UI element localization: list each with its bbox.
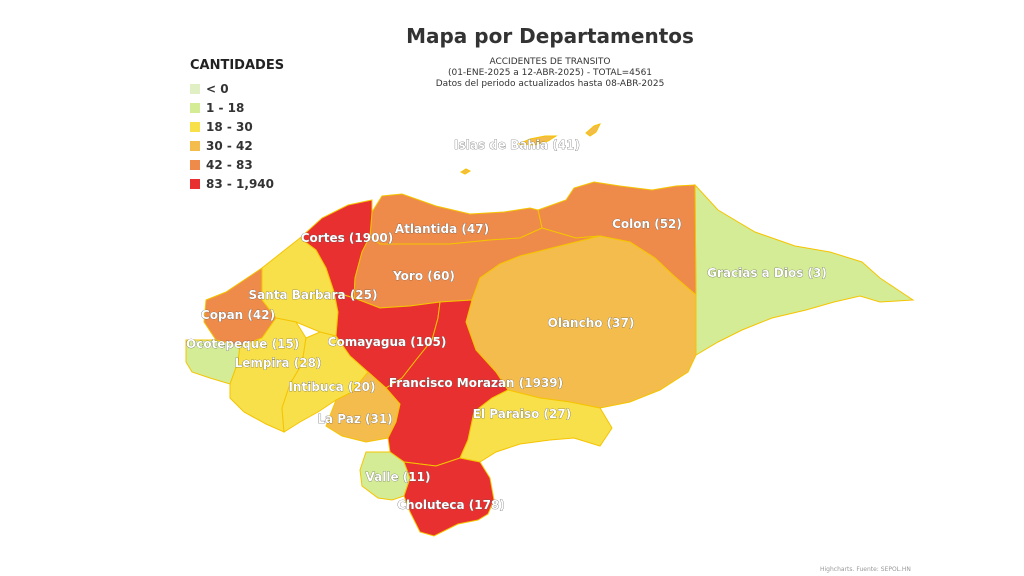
label-choluteca: Choluteca (178) bbox=[397, 498, 505, 512]
label-ocotepeque: Ocotepeque (15) bbox=[186, 337, 299, 351]
legend-swatch bbox=[190, 178, 200, 189]
dept-el-paraiso[interactable] bbox=[459, 389, 613, 463]
legend-swatch bbox=[190, 140, 200, 151]
legend-label: 1 - 18 bbox=[206, 100, 245, 115]
legend-item-83-1940[interactable]: 83 - 1,940 bbox=[190, 174, 284, 193]
legend-label: 18 - 30 bbox=[206, 119, 253, 134]
label-intibuca: Intibuca (20) bbox=[288, 380, 375, 394]
subtitle-line-3: Datos del periodo actualizados hasta 08-… bbox=[435, 79, 665, 89]
legend-label: 42 - 83 bbox=[206, 157, 253, 172]
label-valle: Valle (11) bbox=[366, 470, 431, 484]
map-title: Mapa por Departamentos bbox=[406, 24, 694, 48]
legend-label: < 0 bbox=[206, 81, 229, 96]
legend-item-18-30[interactable]: 18 - 30 bbox=[190, 117, 284, 136]
dept-islas-de-bahia[interactable] bbox=[459, 123, 601, 175]
legend-item-lt0[interactable]: < 0 bbox=[190, 79, 284, 98]
label-olancho: Olancho (37) bbox=[548, 316, 635, 330]
label-santa-barbara: Santa Barbara (25) bbox=[248, 288, 377, 302]
label-francisco-morazan: Francisco Morazan (1939) bbox=[389, 376, 563, 390]
subtitle-line-2: (01-ENE-2025 a 12-ABR-2025) - TOTAL=4561 bbox=[447, 68, 653, 78]
label-la-paz: La Paz (31) bbox=[317, 412, 392, 426]
dept-gracias-a-dios[interactable] bbox=[694, 183, 915, 356]
label-cortes: Cortes (1900) bbox=[301, 231, 394, 245]
label-gracias-a-dios: Gracias a Dios (3) bbox=[707, 266, 827, 280]
legend-swatch bbox=[190, 121, 200, 132]
label-yoro: Yoro (60) bbox=[392, 269, 455, 283]
legend-swatch bbox=[190, 102, 200, 113]
label-copan: Copan (42) bbox=[201, 308, 275, 322]
dept-atlantida[interactable] bbox=[369, 193, 543, 245]
label-atlantida: Atlantida (47) bbox=[395, 222, 489, 236]
label-lempira: Lempira (28) bbox=[235, 356, 322, 370]
dept-valle[interactable] bbox=[359, 451, 411, 501]
legend-swatch bbox=[190, 159, 200, 170]
legend-swatch bbox=[190, 83, 200, 94]
dept-choluteca[interactable] bbox=[403, 457, 495, 537]
legend-item-1-18[interactable]: 1 - 18 bbox=[190, 98, 284, 117]
label-colon: Colon (52) bbox=[612, 217, 682, 231]
legend-label: 83 - 1,940 bbox=[206, 176, 274, 191]
label-islas-de-bahia: Islas de Bahia (41) bbox=[454, 138, 580, 152]
map-subtitle: ACCIDENTES DE TRANSITO (01-ENE-2025 a 12… bbox=[350, 57, 750, 90]
legend-item-42-83[interactable]: 42 - 83 bbox=[190, 155, 284, 174]
subtitle-line-1: ACCIDENTES DE TRANSITO bbox=[489, 57, 611, 67]
legend-label: 30 - 42 bbox=[206, 138, 253, 153]
legend-item-30-42[interactable]: 30 - 42 bbox=[190, 136, 284, 155]
label-comayagua: Comayagua (105) bbox=[328, 335, 447, 349]
legend-title: CANTIDADES bbox=[190, 58, 285, 73]
label-el-paraiso: El Paraiso (27) bbox=[473, 407, 571, 421]
legend: CANTIDADES < 0 1 - 18 18 - 30 30 - 42 42… bbox=[190, 58, 284, 193]
dept-intibuca[interactable] bbox=[281, 331, 369, 433]
credits[interactable]: Highcharts. Fuente: SEPOL.HN bbox=[820, 566, 911, 573]
